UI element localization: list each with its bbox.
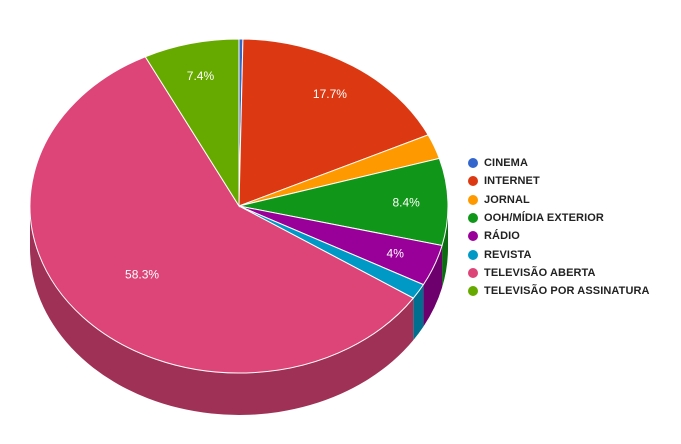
- slice-label: 7.4%: [187, 69, 215, 83]
- legend-label: INTERNET: [484, 175, 540, 188]
- legend-item[interactable]: TELEVISÃO POR ASSINATURA: [468, 282, 650, 300]
- legend-swatch: [468, 231, 478, 242]
- legend-label: TELEVISÃO ABERTA: [484, 266, 596, 279]
- legend-label: JORNAL: [484, 193, 530, 206]
- legend-item[interactable]: CINEMA: [468, 154, 650, 172]
- slice-label: 58.3%: [125, 268, 159, 282]
- slice-label: 4%: [387, 247, 405, 261]
- legend-label: RÁDIO: [484, 230, 520, 243]
- pie-side-5: [413, 284, 424, 341]
- legend-item[interactable]: RÁDIO: [468, 227, 650, 245]
- legend-swatch: [468, 249, 478, 260]
- pie-slice-televis-o-por-assinatura[interactable]: [144, 38, 240, 208]
- pie-slice-ooh-m-dia-exterior[interactable]: [238, 157, 449, 247]
- legend-item[interactable]: OOH/MÍDIA EXTERIOR: [468, 209, 650, 227]
- legend-item[interactable]: REVISTA: [468, 245, 650, 263]
- legend-label: REVISTA: [484, 248, 532, 261]
- pie-slice-televis-o-aberta[interactable]: [29, 56, 415, 374]
- legend-swatch: [468, 286, 478, 297]
- legend-label: CINEMA: [484, 157, 528, 170]
- legend-swatch: [468, 176, 478, 187]
- legend-label: OOH/MÍDIA EXTERIOR: [484, 212, 604, 225]
- chart-legend: CINEMA INTERNET JORNAL OOH/MÍDIA EXTERIOR RÁ…: [468, 154, 650, 300]
- slice-label: 17.7%: [313, 87, 347, 101]
- legend-swatch: [468, 158, 478, 169]
- legend-swatch: [468, 267, 478, 278]
- legend-swatch: [468, 213, 478, 224]
- legend-label: TELEVISÃO POR ASSINATURA: [484, 285, 650, 298]
- legend-item[interactable]: TELEVISÃO ABERTA: [468, 264, 650, 282]
- legend-item[interactable]: JORNAL: [468, 191, 650, 209]
- pie-side-4: [423, 245, 443, 327]
- legend-item[interactable]: INTERNET: [468, 172, 650, 190]
- slice-label: 8.4%: [392, 196, 420, 210]
- legend-swatch: [468, 194, 478, 205]
- pie-side-6: [30, 206, 414, 415]
- pie-slice-internet[interactable]: [238, 38, 429, 207]
